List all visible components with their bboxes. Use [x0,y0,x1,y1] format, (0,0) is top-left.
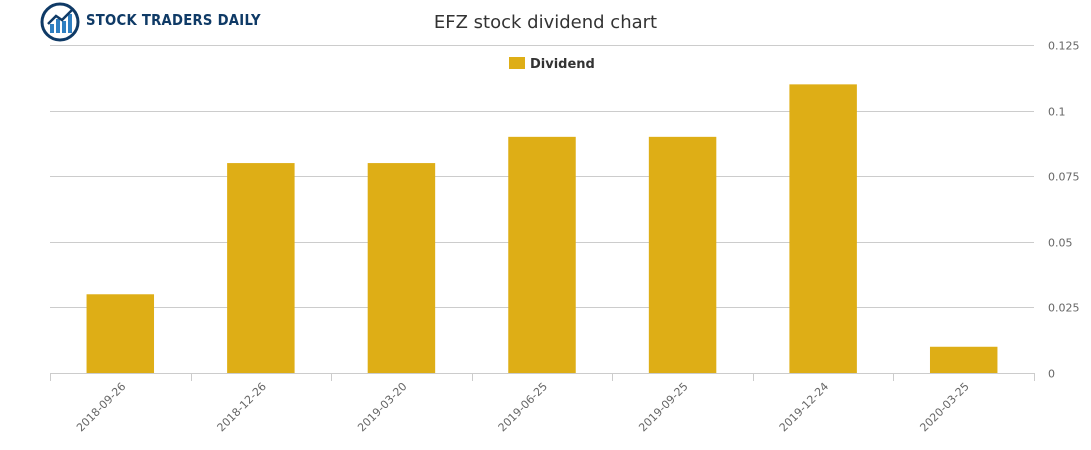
y-tick-label: 0.125 [1048,40,1080,53]
x-tick-label: 2020-03-25 [917,380,971,434]
y-axis-ticks: 0 0.025 0.05 0.075 0.1 0.125 [1048,40,1080,381]
x-tick-label: 2018-12-26 [215,380,269,434]
y-tick-label: 0.075 [1048,171,1080,184]
legend-label[interactable]: Dividend [530,57,595,72]
bar-2018-09-26[interactable] [86,294,155,373]
bar-2019-12-24[interactable] [789,84,857,374]
bar-2020-03-25[interactable] [929,346,998,373]
legend: Dividend [509,57,595,72]
y-tick-label: 0 [1048,368,1055,381]
bar-2018-12-26[interactable] [227,163,295,373]
x-tick-label: 2019-06-25 [496,380,550,434]
bar-2019-06-25[interactable] [508,136,576,373]
x-tick-label: 2018-09-26 [74,380,128,434]
y-tick-label: 0.05 [1048,237,1073,250]
x-tick-label: 2019-12-24 [777,380,831,434]
x-tick-label: 2019-09-25 [636,380,690,434]
x-axis [50,373,1035,381]
stock-traders-daily-logo[interactable]: STOCK TRADERS DAILY [40,2,261,42]
chart-title: EFZ stock dividend chart [433,12,658,33]
x-tick-label: 2019-03-20 [355,380,409,434]
y-tick-label: 0.1 [1048,106,1066,119]
brand-name: STOCK TRADERS DAILY [86,11,261,29]
x-axis-ticks: 2018-09-26 2018-12-26 2019-03-20 2019-06-25… [74,380,972,434]
logo-chart-icon [40,2,80,42]
y-tick-label: 0.025 [1048,302,1080,315]
bar-2019-09-25[interactable] [648,136,717,373]
bars [86,84,998,374]
legend-swatch [509,57,525,69]
bar-2019-03-20[interactable] [367,163,436,373]
